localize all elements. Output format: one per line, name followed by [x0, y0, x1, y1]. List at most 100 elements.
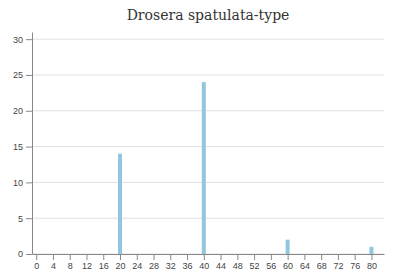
tick-mark [170, 254, 171, 260]
grid-line [32, 74, 384, 75]
tick-mark [154, 254, 155, 260]
grid-line [32, 39, 384, 40]
tick-mark [355, 254, 356, 260]
tick-label: 76 [350, 261, 360, 271]
tick: 10 [13, 178, 32, 188]
tick-label: 20 [115, 261, 125, 271]
title: Drosera spatulata-type [127, 7, 290, 23]
tick-mark [304, 254, 305, 260]
tick-label: 36 [183, 261, 193, 271]
tick-mark [26, 39, 32, 40]
tick-label: 30 [13, 35, 23, 45]
tick: 12 [82, 254, 92, 271]
tick-mark [26, 218, 32, 219]
tick: 0 [34, 254, 39, 271]
axis-line [32, 33, 33, 255]
tick-mark [26, 182, 32, 183]
tick: 40 [199, 254, 209, 271]
tick-mark [26, 147, 32, 148]
tick-mark [187, 254, 188, 260]
tick: 36 [183, 254, 193, 271]
tick: 64 [300, 254, 310, 271]
tick-label: 48 [233, 261, 243, 271]
tick-label: 56 [266, 261, 276, 271]
tick-label: 52 [250, 261, 260, 271]
tick-mark [36, 254, 37, 260]
tick-mark [26, 111, 32, 112]
tick-label: 25 [13, 70, 23, 80]
tick: 56 [266, 254, 276, 271]
grid [32, 39, 384, 254]
tick-mark [26, 254, 32, 255]
tick-mark [53, 254, 54, 260]
tick-mark [103, 254, 104, 260]
plot-area [118, 82, 373, 254]
tick-mark [120, 254, 121, 260]
tick-mark [271, 254, 272, 260]
grid-line [32, 182, 384, 183]
tick-mark [221, 254, 222, 260]
tick: 20 [115, 254, 125, 271]
tick-mark [288, 254, 289, 260]
tick-label: 8 [68, 261, 73, 271]
tick: 24 [132, 254, 142, 271]
tick: 5 [18, 214, 32, 224]
tick-label: 10 [13, 178, 23, 188]
tick: 52 [250, 254, 260, 271]
grid-line [32, 146, 384, 147]
tick-label: 24 [132, 261, 142, 271]
tick-label: 64 [300, 261, 310, 271]
tick: 20 [13, 106, 32, 116]
tick: 25 [13, 70, 32, 80]
tick-label: 4 [51, 261, 56, 271]
bar [286, 240, 290, 254]
tick: 0 [18, 249, 32, 259]
tick-label: 16 [99, 261, 109, 271]
tick-mark [137, 254, 138, 260]
tick: 28 [149, 254, 159, 271]
tick-label: 68 [317, 261, 327, 271]
tick-mark [321, 254, 322, 260]
tick: 30 [13, 35, 32, 45]
bar [118, 154, 122, 254]
tick: 4 [51, 254, 56, 271]
tick-mark [371, 254, 372, 260]
tick-label: 80 [367, 261, 377, 271]
tick-mark [70, 254, 71, 260]
bar [202, 82, 206, 254]
tick: 72 [333, 254, 343, 271]
tick: 16 [99, 254, 109, 271]
tick-label: 0 [34, 261, 39, 271]
tick-label: 0 [18, 249, 23, 259]
axis-line [33, 254, 385, 255]
chart: 0481216202428323640444852566064687276800… [0, 0, 400, 280]
tick-label: 20 [13, 106, 23, 116]
tick: 68 [317, 254, 327, 271]
tick-label: 60 [283, 261, 293, 271]
x-axis: 048121620242832364044485256606468727680 [33, 254, 385, 271]
tick: 15 [13, 142, 32, 152]
grid-line [32, 254, 384, 255]
tick-mark [204, 254, 205, 260]
tick: 80 [367, 254, 377, 271]
tick: 44 [216, 254, 226, 271]
grid-line [32, 218, 384, 219]
tick-label: 15 [13, 142, 23, 152]
tick-label: 40 [199, 261, 209, 271]
tick-label: 12 [82, 261, 92, 271]
tick-label: 5 [18, 214, 23, 224]
tick-mark [26, 75, 32, 76]
tick: 32 [166, 254, 176, 271]
bar [369, 247, 373, 254]
grid-line [32, 110, 384, 111]
y-axis: 0 5 10 15 20 25 30 [13, 33, 33, 260]
tick-label: 44 [216, 261, 226, 271]
tick: 8 [68, 254, 73, 271]
tick-mark [86, 254, 87, 260]
tick-label: 32 [166, 261, 176, 271]
tick: 48 [233, 254, 243, 271]
tick: 76 [350, 254, 360, 271]
tick-mark [338, 254, 339, 260]
tick-mark [254, 254, 255, 260]
tick-mark [237, 254, 238, 260]
